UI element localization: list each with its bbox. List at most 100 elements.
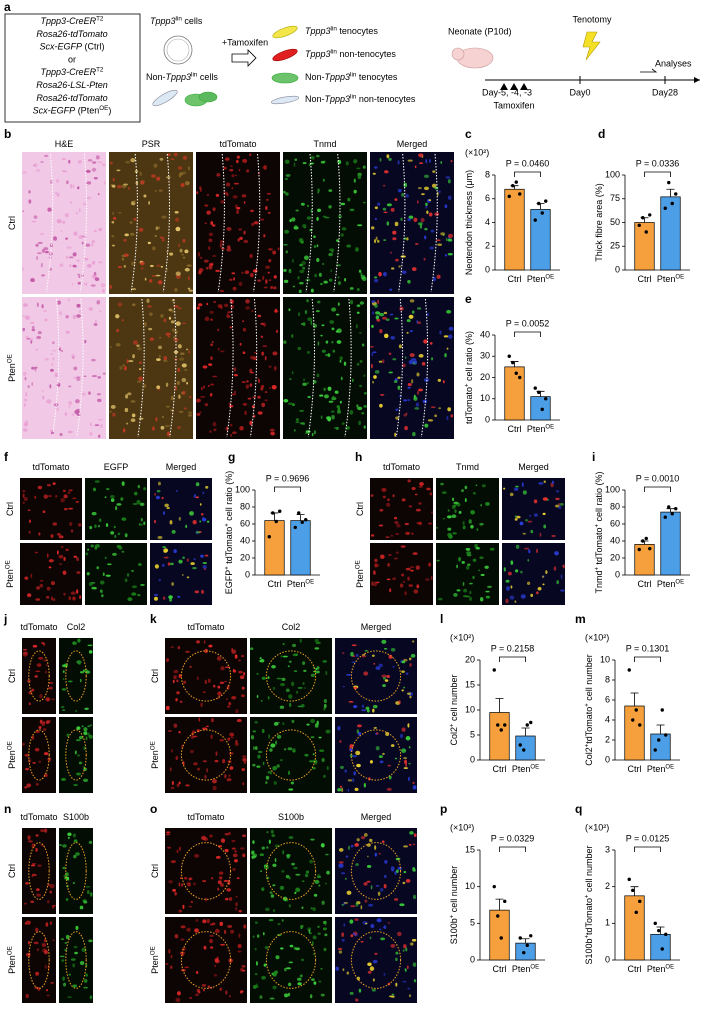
cell-signal <box>418 153 424 158</box>
cell-signal <box>265 265 271 270</box>
genotype-line-part: OE <box>99 105 108 112</box>
cell-signal <box>443 335 449 338</box>
p-value: P = 0.9696 <box>266 473 310 483</box>
boundary-line <box>169 298 177 438</box>
cell-signal <box>26 783 32 788</box>
y-axis-label-part: Col2 <box>449 727 459 746</box>
cell-signal <box>349 753 353 758</box>
cell-signal <box>308 760 314 763</box>
cell-signal <box>208 363 213 366</box>
data-point <box>518 192 522 196</box>
cell-signal <box>109 410 113 413</box>
cell-signal <box>269 748 273 752</box>
y-tick-label: 1 <box>605 918 610 928</box>
cell-signal <box>271 665 276 669</box>
data-point <box>522 950 526 955</box>
micrograph <box>59 717 93 793</box>
cell-signal <box>68 507 74 510</box>
cell-signal <box>361 412 365 415</box>
bar <box>264 520 285 576</box>
cell-signal <box>240 847 245 850</box>
data-point <box>637 223 641 228</box>
cell-signal <box>382 752 385 755</box>
cell-group-label: Non-Tppp3lin cells <box>146 71 218 82</box>
cell-signal <box>210 263 214 266</box>
cell-signal <box>209 834 213 838</box>
cell-signal <box>138 368 142 371</box>
cell-signal <box>317 932 321 935</box>
cell-signal <box>91 167 97 172</box>
cell-signal <box>143 521 146 526</box>
cell-signal <box>357 175 362 180</box>
cell-signal <box>466 548 470 551</box>
cell-signal <box>65 315 69 319</box>
y-axis-label-part: + <box>594 523 600 527</box>
axis-multiplier: (×10²) <box>465 147 489 157</box>
cell-signal <box>176 849 179 854</box>
column-header: tdTomato <box>20 622 57 632</box>
cell-signal <box>35 927 39 933</box>
cell-signal <box>35 243 39 247</box>
cell-signal <box>209 429 212 434</box>
y-axis-label-part: + <box>224 566 230 570</box>
cell-signal <box>266 831 269 834</box>
cell-signal <box>268 734 270 739</box>
cell-signal <box>452 532 457 535</box>
region-outline <box>350 650 402 702</box>
legend-label-part: Non- <box>305 94 325 104</box>
cell-signal <box>130 400 136 403</box>
cell-signal <box>201 589 204 594</box>
cell-signal <box>355 750 361 756</box>
cell-signal <box>344 278 346 282</box>
cell-signal <box>366 709 370 713</box>
cell-signal <box>217 328 220 332</box>
cell-signal <box>515 544 520 549</box>
cell-signal <box>321 262 325 266</box>
cell-signal <box>220 350 225 353</box>
cell-signal <box>56 550 59 555</box>
cell-signal <box>238 228 243 231</box>
cell-signal <box>137 484 141 489</box>
cell-signal <box>315 310 320 313</box>
category: Pten <box>512 964 531 974</box>
cell-signal <box>166 267 169 272</box>
cell-signal <box>261 887 265 892</box>
cell-signal <box>34 747 40 752</box>
y-axis-label: Col2+tdTomato+ cell number <box>584 654 594 766</box>
cell-signal <box>63 592 66 596</box>
cell-signal <box>322 178 325 182</box>
cell-signal <box>412 867 416 872</box>
y-tick-label: 0 <box>615 264 620 274</box>
cell-signal <box>204 648 208 654</box>
cell-signal <box>367 970 372 974</box>
y-tick-label: 40 <box>240 535 250 545</box>
cell-signal <box>30 321 35 325</box>
cell-signal <box>366 865 372 868</box>
column-header: PSR <box>142 139 161 149</box>
cell-signal <box>372 581 378 587</box>
cell-signal <box>364 649 369 652</box>
cell-signal <box>286 854 290 859</box>
cell-signal <box>91 375 97 378</box>
cell-signal <box>192 566 197 570</box>
data-point <box>637 547 641 552</box>
cell-signal <box>24 398 28 402</box>
cell-signal <box>453 592 458 597</box>
cell-signal <box>22 652 28 657</box>
cell-signal <box>425 578 430 581</box>
cell-signal <box>227 737 231 741</box>
cell-signal <box>383 874 387 878</box>
column-header-part: Tnmd <box>313 139 336 149</box>
y-tick-label: 10 <box>465 704 475 714</box>
cell-signal <box>317 341 320 346</box>
cell-signal <box>225 698 228 701</box>
column-header-part: Col2 <box>282 622 301 632</box>
data-point <box>511 183 515 188</box>
cell-signal <box>241 969 246 972</box>
cell-signal <box>246 380 249 383</box>
micrograph <box>22 638 56 714</box>
cell-signal <box>386 221 390 226</box>
cell-signal <box>480 504 483 507</box>
boundary-line <box>226 298 234 438</box>
cell-signal <box>313 244 317 249</box>
